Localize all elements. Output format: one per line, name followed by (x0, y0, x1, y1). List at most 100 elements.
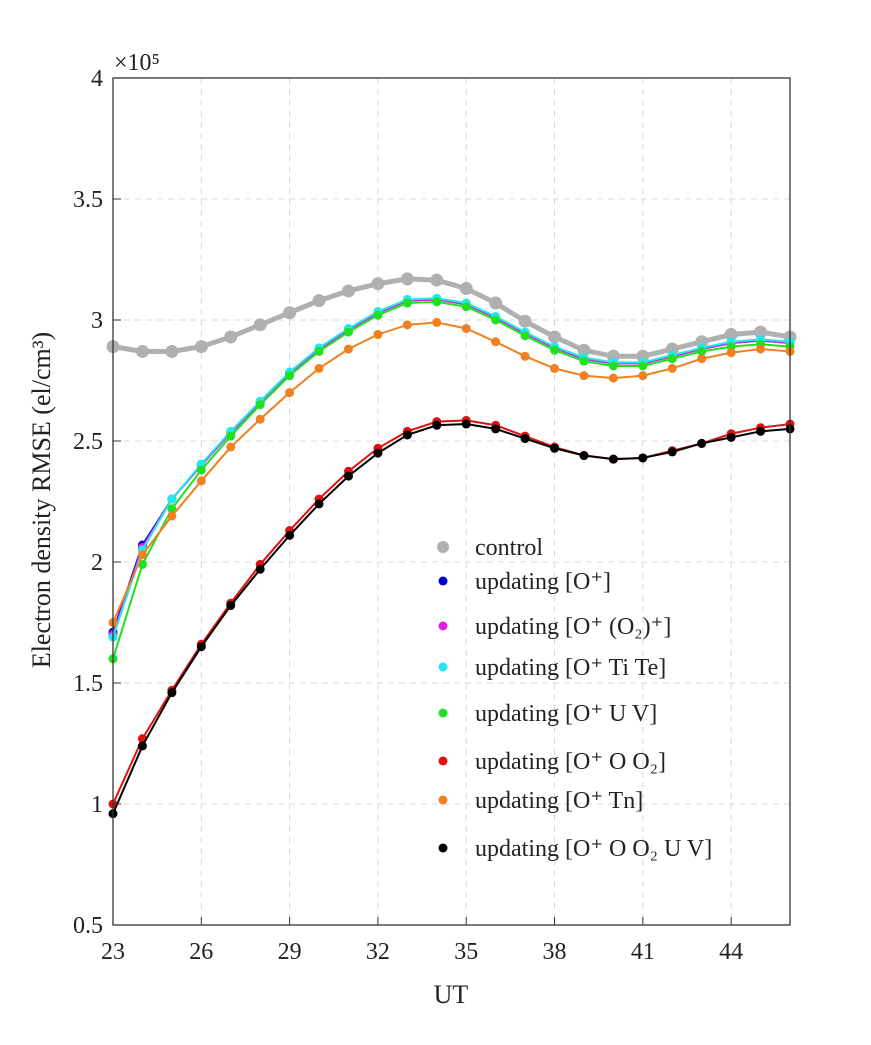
data-point (697, 438, 707, 448)
legend-label: updating [O⁺ Tn] (475, 788, 643, 814)
data-point (430, 273, 444, 287)
legend-marker (438, 708, 448, 718)
data-point (165, 344, 179, 358)
data-point (373, 310, 383, 320)
data-point (402, 320, 412, 330)
data-point (255, 400, 265, 410)
data-point (697, 354, 707, 364)
data-point (608, 373, 618, 383)
series-line (112, 297, 791, 638)
data-point (518, 314, 532, 328)
data-point (400, 272, 414, 286)
data-point (196, 465, 206, 475)
y-tick-label: 1.5 (73, 671, 103, 697)
x-axis-label: UT (434, 980, 469, 1009)
legend: control updating [O⁺] updating [O⁺ (O₂)⁺] u… (437, 535, 712, 862)
legend-label: updating [O⁺ O O₂] (475, 749, 666, 775)
data-point (638, 361, 648, 371)
data-point (226, 601, 236, 611)
x-tick-label: 26 (189, 939, 213, 965)
data-point (550, 363, 560, 373)
x-tick-label: 35 (454, 939, 478, 965)
series-5 (108, 415, 795, 809)
x-tick-label: 44 (719, 939, 743, 965)
data-point (402, 298, 412, 308)
grid-lines (112, 77, 790, 926)
legend-marker (438, 576, 448, 586)
data-point (461, 302, 471, 312)
x-tick-label: 29 (278, 939, 302, 965)
data-point (754, 325, 768, 339)
data-point (314, 499, 324, 509)
series-7 (108, 419, 795, 819)
data-point (756, 426, 766, 436)
series-line (112, 423, 791, 815)
legend-label: control (475, 535, 543, 561)
data-point (579, 371, 589, 381)
series-line (112, 300, 791, 660)
data-point (314, 363, 324, 373)
x-tick-label: 23 (101, 939, 125, 965)
data-point (724, 328, 738, 342)
data-point (459, 282, 473, 296)
data-point (608, 361, 618, 371)
data-point (548, 330, 562, 344)
legend-marker (438, 662, 448, 672)
data-point (579, 356, 589, 366)
legend-marker (438, 795, 448, 805)
data-point (608, 454, 618, 464)
data-point (579, 451, 589, 461)
data-point (520, 351, 530, 361)
plot-frame (112, 77, 791, 926)
data-point (550, 443, 560, 453)
y-axis-label: Electron density RMSE (el/cm³) (27, 332, 56, 668)
data-point (255, 564, 265, 574)
data-point (285, 388, 295, 398)
y-tick-label: 4 (91, 66, 103, 92)
y-tick-label: 1 (91, 792, 103, 818)
series-0 (106, 272, 797, 363)
data-point (638, 371, 648, 381)
data-point (253, 318, 267, 332)
data-point (224, 330, 238, 344)
data-point (196, 476, 206, 486)
data-point (194, 340, 208, 354)
data-point (577, 343, 591, 357)
data-point (489, 296, 503, 310)
x-tick-label: 32 (366, 939, 390, 965)
y-tick-label: 0.5 (73, 913, 103, 939)
data-point (667, 363, 677, 373)
data-point (491, 337, 501, 347)
series-line (112, 276, 791, 359)
data-point (167, 494, 177, 504)
y-tick-label: 2 (91, 550, 103, 576)
legend-marker (438, 621, 448, 631)
data-point (461, 323, 471, 333)
y-tick-label: 3 (91, 308, 103, 334)
data-point (371, 277, 385, 291)
series-line (112, 419, 791, 805)
data-point (461, 419, 471, 429)
data-point (167, 688, 177, 698)
data-point (756, 344, 766, 354)
y-tick-label: 2.5 (73, 429, 103, 455)
data-point (137, 550, 147, 560)
data-point (432, 317, 442, 327)
data-point (343, 471, 353, 481)
y-exponent-label: ×10⁵ (114, 50, 160, 76)
data-point (726, 348, 736, 358)
legend-marker (438, 756, 448, 766)
legend-label: updating [O⁺ U V] (475, 701, 657, 727)
series-layer (106, 272, 797, 819)
data-point (697, 346, 707, 356)
data-point (312, 294, 326, 308)
data-point (314, 346, 324, 356)
data-point (255, 414, 265, 424)
data-point (373, 330, 383, 340)
data-point (226, 431, 236, 441)
data-point (167, 504, 177, 514)
x-tick-label: 38 (543, 939, 567, 965)
data-point (638, 453, 648, 463)
data-point (432, 297, 442, 307)
